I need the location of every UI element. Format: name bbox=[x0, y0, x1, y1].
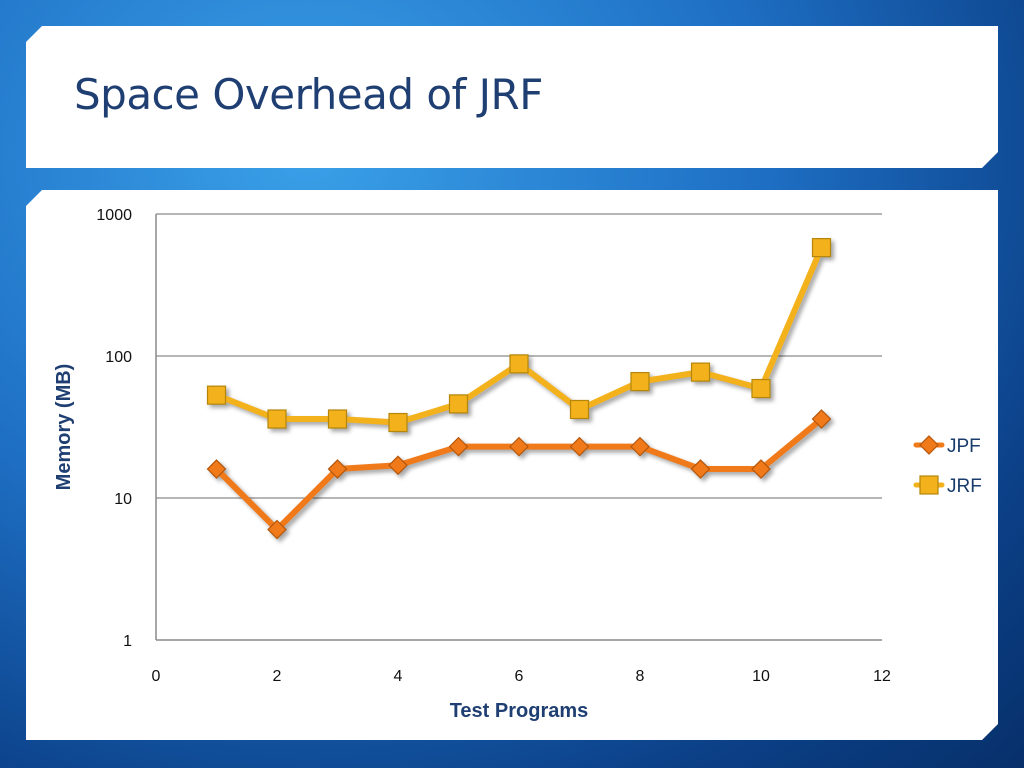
data-point-jpf bbox=[208, 460, 226, 478]
tick-labels: 1 10 100 1000 0 2 4 6 8 10 12 bbox=[96, 207, 891, 685]
x-tick-label: 12 bbox=[873, 668, 891, 685]
x-tick-label: 8 bbox=[636, 668, 645, 685]
series-jpf bbox=[208, 410, 831, 538]
data-point-jrf bbox=[692, 363, 710, 381]
chart-panel: 1 10 100 1000 0 2 4 6 8 10 12 Test Programs Memory… bbox=[26, 190, 998, 740]
y-tick-label: 10 bbox=[114, 491, 132, 508]
data-point-jpf bbox=[752, 460, 770, 478]
data-point-jpf bbox=[692, 460, 710, 478]
title-panel bbox=[26, 26, 998, 168]
data-point-jpf bbox=[329, 460, 347, 478]
legend: JPF JRF bbox=[916, 436, 982, 497]
y-axis-title: Memory (MB) bbox=[53, 364, 75, 491]
data-point-jrf bbox=[329, 410, 347, 428]
legend-entry-jpf: JPF bbox=[916, 436, 981, 457]
y-tick-label: 1 bbox=[123, 633, 132, 650]
data-point-jrf bbox=[389, 414, 407, 432]
x-tick-label: 6 bbox=[515, 668, 524, 685]
series-line-jpf bbox=[217, 419, 822, 529]
legend-label: JRF bbox=[947, 476, 982, 497]
x-axis-title: Test Programs bbox=[450, 700, 589, 722]
data-point-jpf bbox=[389, 456, 407, 474]
data-series bbox=[208, 239, 831, 539]
grid-lines bbox=[156, 214, 882, 640]
x-tick-label: 4 bbox=[394, 668, 403, 685]
x-tick-label: 2 bbox=[273, 668, 282, 685]
data-point-jpf bbox=[813, 410, 831, 428]
y-tick-label: 100 bbox=[105, 349, 132, 366]
data-point-jpf bbox=[268, 521, 286, 539]
line-chart: 1 10 100 1000 0 2 4 6 8 10 12 Test Programs Memory… bbox=[26, 190, 998, 740]
data-point-jpf bbox=[450, 438, 468, 456]
data-point-jrf bbox=[752, 380, 770, 398]
data-point-jpf bbox=[510, 438, 528, 456]
series-jrf bbox=[208, 239, 831, 432]
data-point-jrf bbox=[268, 410, 286, 428]
x-tick-label: 10 bbox=[752, 668, 770, 685]
data-point-jrf bbox=[510, 355, 528, 373]
data-point-jrf bbox=[450, 395, 468, 413]
data-point-jrf bbox=[813, 239, 831, 257]
legend-label: JPF bbox=[947, 436, 981, 457]
legend-marker bbox=[920, 476, 938, 494]
data-point-jrf bbox=[631, 373, 649, 391]
legend-entry-jrf: JRF bbox=[916, 476, 982, 497]
data-point-jrf bbox=[571, 400, 589, 418]
data-point-jpf bbox=[571, 438, 589, 456]
data-point-jrf bbox=[208, 386, 226, 404]
x-tick-label: 0 bbox=[152, 668, 161, 685]
y-tick-label: 1000 bbox=[96, 207, 132, 224]
data-point-jpf bbox=[631, 438, 649, 456]
slide-title: Space Overhead of JRF bbox=[74, 70, 543, 119]
series-line-jrf bbox=[217, 248, 822, 423]
legend-marker bbox=[920, 436, 938, 454]
